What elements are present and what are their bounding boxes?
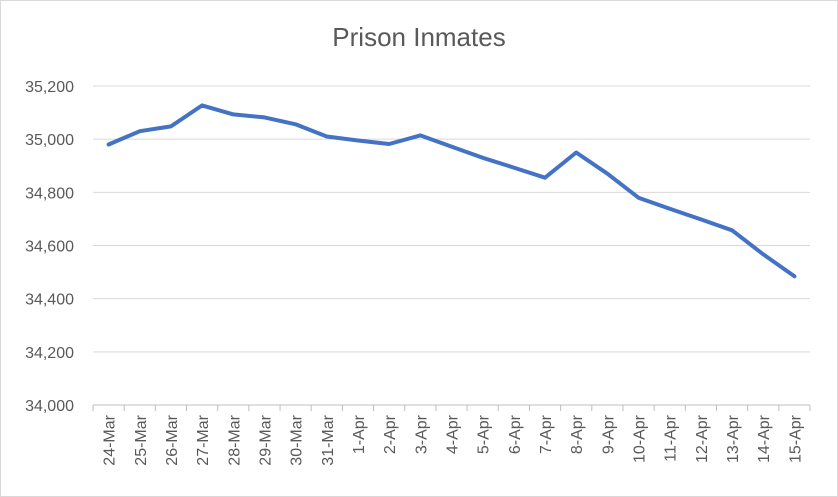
data-point <box>481 156 485 160</box>
data-point <box>450 145 453 149</box>
x-tick-label: 15-Apr <box>787 414 804 463</box>
x-axis <box>92 404 811 411</box>
x-tick-label: 4-Apr <box>445 414 462 454</box>
y-axis-ticks: 34,000 34,200 34,400 34,600 34,800 35,000 35,2… <box>25 79 74 415</box>
y-tick-label: 35,200 <box>25 79 74 96</box>
data-point <box>200 103 204 107</box>
y-tick-label: 34,400 <box>25 292 74 309</box>
data-point <box>356 139 360 142</box>
data-point <box>605 172 609 176</box>
gridlines <box>93 85 810 353</box>
y-tick-label: 34,000 <box>25 398 74 415</box>
data-point <box>325 135 329 138</box>
x-tick-label: 13-Apr <box>725 414 742 463</box>
y-tick-label: 35,000 <box>25 132 74 149</box>
y-tick-label: 34,200 <box>25 345 74 362</box>
x-tick-label: 25-Mar <box>133 414 150 465</box>
data-point <box>730 228 734 232</box>
data-point <box>543 176 547 180</box>
data-point <box>637 196 640 200</box>
x-tick-label: 26-Mar <box>164 414 181 465</box>
data-point <box>792 274 796 278</box>
data-point <box>387 142 391 146</box>
x-tick-label: 31-Mar <box>320 414 337 465</box>
x-tick-label: 6-Apr <box>507 414 524 454</box>
data-point <box>761 252 765 256</box>
x-axis-ticks: 24-Mar 25-Mar 26-Mar 27-Mar 28-Mar 29-Mar 30-M… <box>102 414 805 465</box>
x-tick-label: 12-Apr <box>694 414 711 463</box>
x-tick-label: 24-Mar <box>102 414 119 465</box>
x-tick-label: 1-Apr <box>351 414 368 454</box>
data-point <box>107 143 111 146</box>
x-tick-label: 30-Mar <box>289 414 306 465</box>
x-tick-label: 7-Apr <box>538 414 555 454</box>
data-point <box>294 122 298 126</box>
y-tick-label: 34,800 <box>25 185 74 202</box>
data-point <box>512 166 516 170</box>
x-tick-label: 5-Apr <box>476 414 493 454</box>
x-tick-label: 28-Mar <box>226 414 243 465</box>
x-tick-label: 11-Apr <box>663 414 680 462</box>
y-tick-label: 34,600 <box>25 239 74 256</box>
x-tick-label: 8-Apr <box>569 414 586 454</box>
x-tick-label: 2-Apr <box>382 414 399 454</box>
data-point <box>418 133 422 137</box>
data-point <box>263 115 266 119</box>
data-point <box>574 151 578 154</box>
x-tick-label: 27-Mar <box>195 414 212 465</box>
series-layer <box>106 103 797 279</box>
chart-title: Prison Inmates <box>332 22 505 52</box>
data-point <box>668 207 672 211</box>
data-point <box>699 217 703 221</box>
x-tick-label: 9-Apr <box>600 414 617 454</box>
data-point <box>138 129 142 133</box>
data-point <box>169 124 173 128</box>
x-tick-label: 29-Mar <box>257 414 274 465</box>
x-tick-label: 14-Apr <box>756 414 773 463</box>
data-point <box>231 112 235 116</box>
x-tick-label: 10-Apr <box>632 414 649 463</box>
x-tick-label: 3-Apr <box>413 414 430 454</box>
series-line <box>106 103 797 279</box>
